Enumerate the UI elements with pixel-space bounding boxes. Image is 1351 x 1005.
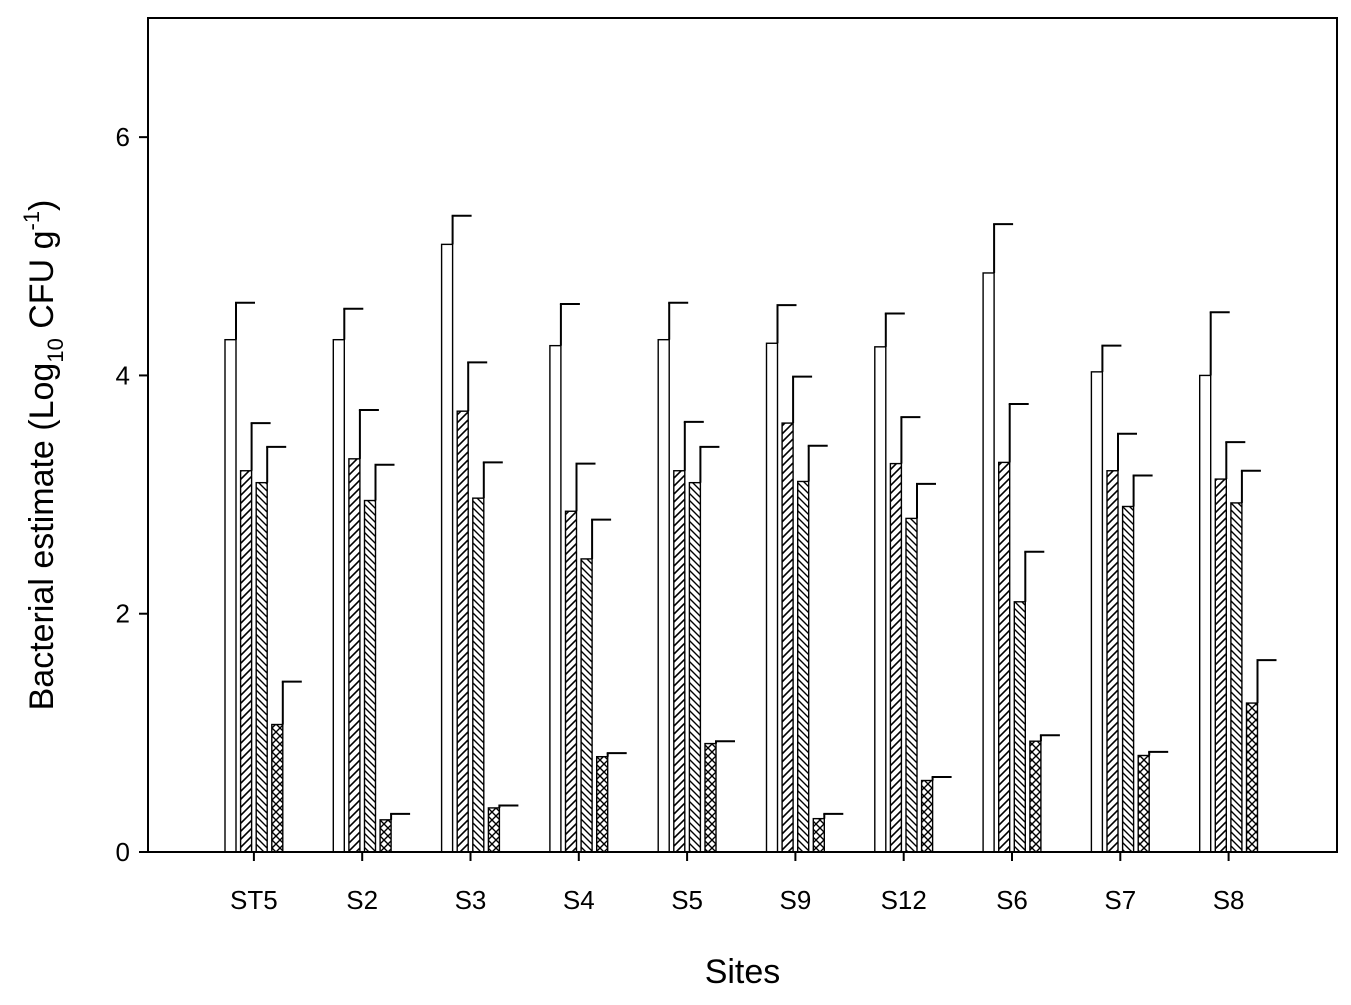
bar [657,338,670,853]
x-tick-label: S2 [346,885,378,915]
bar [1121,505,1135,853]
x-axis-title: Sites [705,953,781,991]
bar [564,510,578,853]
x-tick-label: ST5 [230,885,278,915]
y-tick-label: 0 [116,837,130,867]
bar [688,481,702,853]
bar [1029,740,1042,853]
bar [379,819,392,853]
bar [580,558,593,853]
y-axis-title-superscript: -1 [19,211,44,231]
y-axis-title-subscript: 10 [43,338,68,362]
bar [1198,374,1212,853]
bar [982,272,995,853]
bar [704,742,717,853]
bar [1013,601,1026,853]
bar [765,342,779,853]
y-axis: 0 2 4 6 [116,122,148,867]
bar [905,517,918,853]
x-tick-label: S12 [881,885,927,915]
y-tick-label: 4 [116,360,130,390]
y-tick-label: 2 [116,599,130,629]
bar [998,461,1011,853]
bar [1137,754,1150,853]
y-axis-title-prefix: Bacterial estimate (Log [23,363,61,711]
bar [1230,502,1243,853]
bar [348,458,361,853]
bar [363,499,377,853]
plot-frame [147,17,1338,853]
bar [549,344,562,853]
bar [271,723,284,853]
bar [332,338,345,853]
bar [487,807,501,853]
bar [1090,371,1104,853]
bar [239,470,253,853]
x-tick-label: S3 [455,885,487,915]
bar [1214,478,1228,853]
bar [596,755,609,853]
x-tick-label: S7 [1104,885,1136,915]
x-tick-label: S4 [563,885,595,915]
bars-layer [224,214,1277,853]
bar [874,346,887,853]
bar [1245,702,1259,853]
y-axis-title: Bacterial estimate (Log10 CFU g-1) [19,200,68,711]
y-axis-title-middle: CFU g [23,230,61,338]
bar [440,243,454,853]
y-axis-title-suffix: ) [23,200,61,211]
bar [224,338,237,853]
bar [812,817,825,853]
y-tick-label: 6 [116,122,130,152]
x-tick-label: S6 [996,885,1028,915]
x-axis: ST5 S2 S3 S4 S5 S9 S12 S6 S7 S8 [230,852,1245,915]
x-tick-label: S5 [671,885,703,915]
bar [673,470,686,853]
bar [781,422,794,853]
bar [889,462,903,853]
bar [456,410,469,853]
bar [472,497,485,853]
bar [1106,470,1119,853]
bar [255,481,268,853]
bar [797,480,810,853]
x-tick-label: S9 [779,885,811,915]
bar [920,779,934,853]
x-tick-label: S8 [1213,885,1245,915]
